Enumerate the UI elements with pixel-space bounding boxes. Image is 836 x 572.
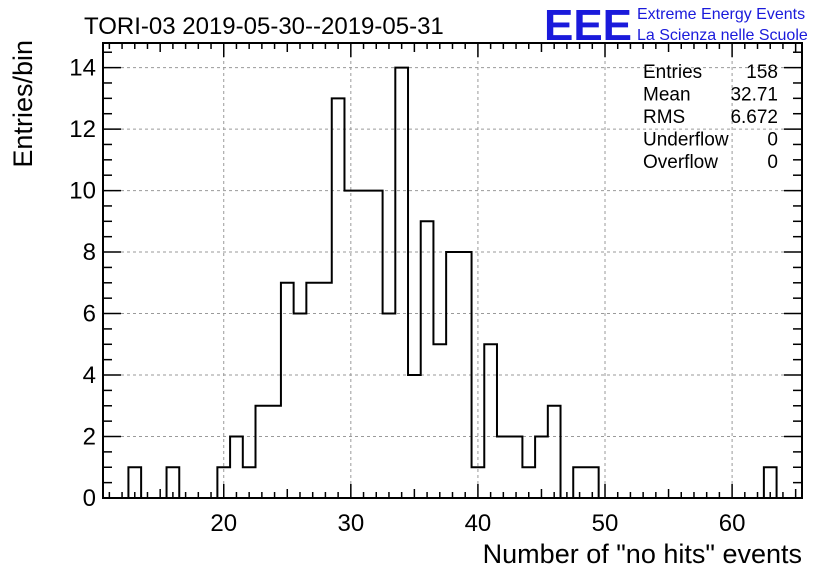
y-tick-label-4: 4: [83, 362, 96, 389]
stat-value-entries: 158: [746, 62, 778, 83]
axis-ticks: [103, 43, 802, 499]
x-tick-label-50: 50: [592, 510, 619, 537]
histogram-bar-27: [306, 283, 319, 498]
x-tick-label-20: 20: [210, 510, 237, 537]
stat-value-overflow: 0: [767, 152, 778, 173]
y-tick-label-10: 10: [69, 178, 96, 205]
histogram-bar-28: [319, 283, 332, 498]
stat-label-overflow: Overflow: [643, 152, 718, 173]
histogram-bar-31: [357, 191, 370, 498]
histogram-bar-32: [370, 191, 383, 498]
histogram-bar-33: [383, 314, 396, 498]
y-axis-label: Entries/bin: [8, 40, 38, 168]
stat-label-mean: Mean: [643, 85, 691, 106]
eee-logo: EEE Extreme Energy Events La Scienza nel…: [544, 1, 808, 50]
logo-line2: La Scienza nelle Scuole: [637, 27, 808, 44]
x-tick-label-30: 30: [337, 510, 364, 537]
histogram-bar-34: [395, 68, 408, 498]
histogram-bar-25: [281, 283, 294, 498]
grid-lines: [103, 43, 802, 498]
histogram-bar-26: [294, 314, 307, 498]
stat-value-rms: 6.672: [730, 107, 778, 128]
histogram-bar-45: [535, 437, 548, 498]
y-tick-label-2: 2: [83, 424, 96, 451]
logo-line1: Extreme Energy Events: [637, 6, 805, 23]
histogram-bar-23: [256, 406, 269, 498]
logo-mark: EEE: [544, 1, 632, 50]
y-tick-label-0: 0: [83, 485, 96, 512]
histogram-bar-24: [268, 406, 281, 498]
histogram-bar-41: [484, 344, 497, 498]
histogram-bar-29: [332, 98, 345, 498]
y-tick-label-14: 14: [69, 55, 96, 82]
histogram-bar-46: [548, 406, 561, 498]
x-tick-label-40: 40: [465, 510, 492, 537]
stat-value-mean: 32.71: [730, 85, 778, 106]
x-axis-label: Number of "no hits" events: [483, 539, 802, 569]
plot-frame: [102, 42, 803, 499]
chart-title: TORI-03 2019-05-30--2019-05-31: [84, 13, 444, 40]
tick-labels: 20 30 40 50 60 0 2 4 6 8 10 12 14: [69, 55, 745, 537]
stat-label-rms: RMS: [643, 107, 685, 128]
stat-label-entries: Entries: [643, 62, 702, 83]
y-tick-label-12: 12: [69, 116, 96, 143]
histogram-bar-43: [510, 437, 523, 498]
histogram-bar-42: [497, 437, 510, 498]
histogram-bar-37: [433, 344, 446, 498]
y-tick-label-8: 8: [83, 239, 96, 266]
stat-value-underflow: 0: [767, 130, 778, 151]
y-tick-label-6: 6: [83, 301, 96, 328]
histogram-bar-21: [230, 437, 243, 498]
x-tick-label-60: 60: [719, 510, 746, 537]
histogram-bar-36: [421, 221, 434, 498]
stat-label-underflow: Underflow: [643, 130, 729, 151]
